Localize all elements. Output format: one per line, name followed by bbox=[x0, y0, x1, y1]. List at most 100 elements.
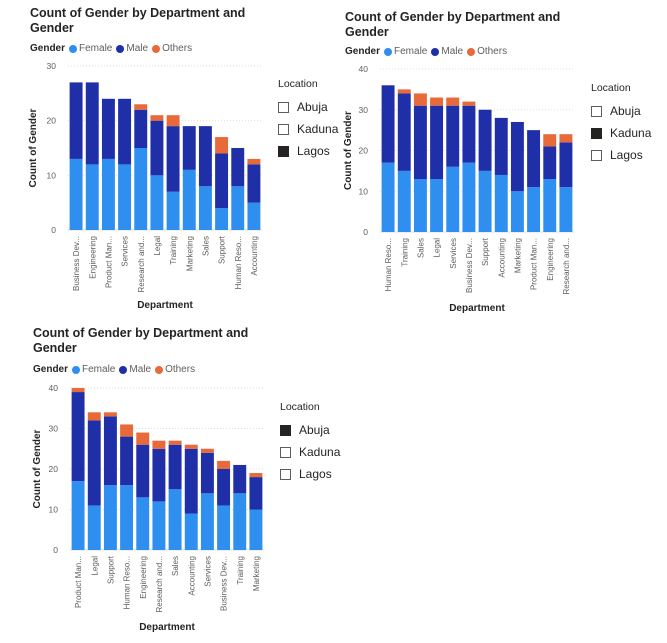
x-tick-label: Training bbox=[169, 236, 178, 265]
x-tick-label: Support bbox=[218, 235, 227, 264]
chart-panel-2: Count of Gender by Department and Gender… bbox=[330, 0, 667, 320]
x-tick-label: Accounting bbox=[187, 556, 196, 596]
y-tick-label: 0 bbox=[51, 225, 56, 235]
x-tick-label: Marketing bbox=[252, 556, 261, 591]
x-tick-label: Services bbox=[203, 556, 212, 587]
bar-segment-female bbox=[247, 202, 261, 230]
chart-title: Count of Gender by Department and Gender bbox=[345, 10, 561, 39]
bar-segment-male bbox=[184, 448, 198, 514]
bar-segment-female bbox=[200, 493, 214, 550]
bar-segment-male bbox=[249, 477, 263, 510]
slicer-option-abuja[interactable]: Abuja bbox=[278, 96, 338, 118]
bar-segment-male bbox=[136, 444, 150, 498]
chart-panel-3: Count of Gender by Department and Gender… bbox=[0, 320, 360, 643]
bar-segment-female bbox=[478, 170, 492, 232]
legend-dot-icon bbox=[384, 47, 393, 56]
slicer-option-lagos[interactable]: Lagos bbox=[591, 144, 651, 166]
location-slicer: Location Abuja Kaduna Lagos bbox=[278, 78, 338, 162]
bar-segment-male bbox=[446, 105, 460, 167]
slicer-option-kaduna[interactable]: Kaduna bbox=[278, 118, 338, 140]
slicer-option-lagos[interactable]: Lagos bbox=[280, 463, 340, 485]
bar-segment-female bbox=[430, 179, 444, 232]
x-tick-label: Research and... bbox=[155, 556, 164, 612]
bar-segment-female bbox=[446, 166, 460, 232]
bar-segment-male bbox=[247, 164, 261, 203]
bar-segment-male bbox=[134, 109, 148, 148]
bar-segment-others bbox=[413, 93, 427, 106]
bar-segment-male bbox=[200, 452, 214, 494]
legend-title: Gender bbox=[30, 43, 66, 54]
y-tick-label: 10 bbox=[359, 186, 369, 196]
bar-segment-male bbox=[478, 109, 492, 171]
x-tick-label: Product Man... bbox=[530, 238, 539, 290]
bar-segment-male bbox=[381, 85, 395, 163]
bar-segment-female bbox=[85, 164, 99, 230]
bar-segment-others bbox=[184, 444, 198, 449]
x-tick-label: Business Dev... bbox=[220, 556, 229, 611]
legend-item-others[interactable]: Others bbox=[467, 46, 507, 57]
bar-chart-plot: 0 10 20 30 40 Human Reso... Training Sales Legal… bbox=[343, 64, 574, 314]
bar-segment-female bbox=[231, 186, 245, 230]
bar-segment-female bbox=[136, 497, 150, 550]
bar-chart-plot: 0 10 20 30 40 Product Man... Legal Support Human… bbox=[32, 383, 264, 633]
legend-item-others[interactable]: Others bbox=[155, 364, 195, 375]
legend-title: Gender bbox=[345, 46, 381, 57]
bar-segment-others bbox=[446, 97, 460, 106]
legend-item-male[interactable]: Male bbox=[116, 43, 148, 54]
legend-item-male[interactable]: Male bbox=[119, 364, 151, 375]
legend-dot-icon bbox=[155, 365, 164, 374]
slicer-option-abuja[interactable]: Abuja bbox=[280, 419, 340, 441]
bar-segment-female bbox=[527, 187, 541, 232]
slicer-title: Location bbox=[280, 401, 320, 413]
checkbox-icon bbox=[278, 123, 289, 135]
bar-segment-female bbox=[381, 162, 395, 232]
bar-segment-female bbox=[103, 485, 117, 550]
bar-segment-others bbox=[397, 89, 411, 94]
legend-item-male[interactable]: Male bbox=[431, 46, 463, 57]
legend-item-female[interactable]: Female bbox=[72, 364, 115, 375]
slicer-option-abuja[interactable]: Abuja bbox=[591, 100, 651, 122]
bar-segment-female bbox=[101, 158, 115, 230]
x-tick-label: Product Man... bbox=[74, 556, 83, 608]
location-slicer: Location Abuja Kaduna Lagos bbox=[591, 82, 651, 166]
bar-segment-male bbox=[231, 148, 245, 187]
legend-dot-icon bbox=[431, 47, 440, 56]
legend-title: Gender bbox=[33, 364, 69, 375]
x-tick-label: Human Reso... bbox=[234, 236, 243, 289]
bar-segment-others bbox=[200, 448, 214, 453]
bar-segment-male bbox=[413, 105, 427, 180]
chart-legend: Gender Female Male Others bbox=[33, 364, 199, 375]
bar-segment-others bbox=[543, 134, 557, 147]
chart-title: Count of Gender by Department and Gender bbox=[33, 326, 249, 355]
slicer-option-kaduna[interactable]: Kaduna bbox=[280, 441, 340, 463]
legend-item-female[interactable]: Female bbox=[69, 43, 112, 54]
bar-segment-female bbox=[134, 148, 148, 230]
bar-segment-female bbox=[87, 505, 101, 550]
bar-segment-male bbox=[120, 436, 134, 486]
bar-segment-others bbox=[103, 412, 117, 417]
legend-item-female[interactable]: Female bbox=[384, 46, 427, 57]
x-tick-label: Marketing bbox=[513, 238, 522, 273]
bar-segment-others bbox=[168, 440, 182, 445]
bar-segment-female bbox=[184, 513, 198, 550]
legend-item-others[interactable]: Others bbox=[152, 43, 192, 54]
bar-segment-female bbox=[198, 186, 212, 230]
slicer-option-kaduna[interactable]: Kaduna bbox=[591, 122, 651, 144]
bar-segment-others bbox=[249, 473, 263, 478]
bar-segment-male bbox=[217, 469, 231, 506]
x-tick-label: Services bbox=[121, 236, 130, 267]
bar-segment-female bbox=[150, 175, 164, 230]
bar-segment-male bbox=[152, 448, 166, 502]
bar-segment-female bbox=[118, 164, 132, 230]
legend-dot-icon bbox=[152, 44, 161, 53]
bar-segment-male bbox=[198, 126, 212, 187]
x-tick-label: Research and... bbox=[137, 236, 146, 292]
bar-segment-female bbox=[182, 169, 196, 230]
x-tick-label: Human Reso... bbox=[123, 556, 132, 609]
bar-segment-others bbox=[136, 432, 150, 445]
slicer-option-lagos[interactable]: Lagos bbox=[278, 140, 338, 162]
bar-segment-female bbox=[249, 509, 263, 550]
bar-segment-female bbox=[69, 158, 83, 230]
y-tick-label: 20 bbox=[359, 146, 369, 156]
bar-segment-male bbox=[118, 98, 132, 165]
